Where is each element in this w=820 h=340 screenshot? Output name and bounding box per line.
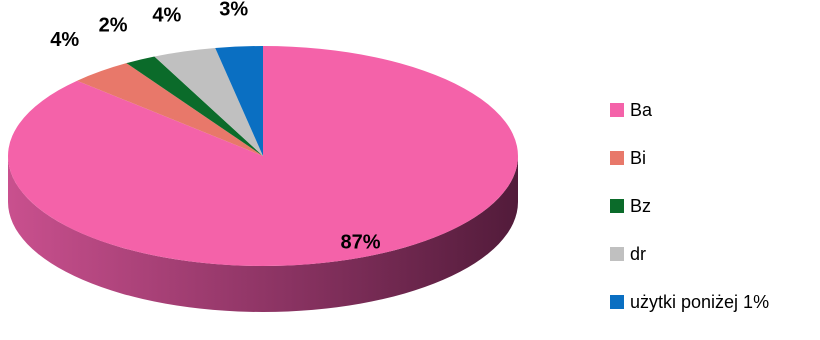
- legend-item-ba: Ba: [610, 86, 769, 134]
- data-label-uzytki-ponizej-1: 3%: [219, 0, 248, 21]
- legend-swatch-bz: [610, 199, 624, 213]
- legend-label-ba: Ba: [630, 99, 653, 120]
- legend-swatch-bi: [610, 151, 624, 165]
- data-label-bi: 4%: [50, 29, 79, 51]
- legend-item-bz: Bz: [610, 182, 769, 230]
- legend-label-bz: Bz: [630, 195, 652, 216]
- legend-label-bi: Bi: [630, 147, 647, 168]
- legend-swatch-ba: [610, 103, 624, 117]
- data-label-dr: 4%: [152, 5, 181, 27]
- legend-item-dr: dr: [610, 230, 769, 278]
- legend-label-dr: dr: [630, 243, 647, 264]
- legend-swatch-dr: [610, 247, 624, 261]
- data-label-ba: 87%: [341, 232, 381, 254]
- pie-slice-bi: [77, 63, 263, 156]
- pie-slice-ba: [7, 46, 518, 266]
- legend-item-bi: Bi: [610, 134, 769, 182]
- pie-slice-bz: [126, 56, 263, 156]
- data-label-bz: 2%: [99, 15, 128, 37]
- pie-slice-dr: [154, 47, 263, 156]
- legend-swatch-uzytki: [610, 295, 624, 309]
- legend-item-uzytki: użytki poniżej 1%: [610, 278, 769, 326]
- chart-legend: Ba Bi Bz dr użytki poniżej 1%: [610, 86, 769, 326]
- pie-slice-side-ba: [8, 156, 518, 312]
- legend-label-uzytki: użytki poniżej 1%: [630, 291, 770, 312]
- pie-slice-uzytki-ponizej-1: [215, 46, 263, 156]
